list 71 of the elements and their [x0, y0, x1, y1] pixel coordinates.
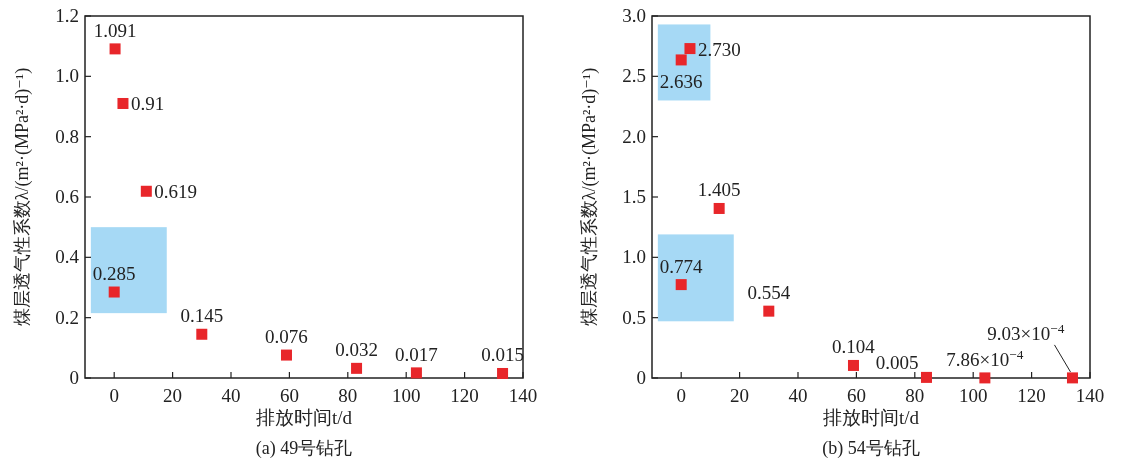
data-label: 2.636 [659, 70, 703, 92]
y-tick-label: 1.2 [55, 5, 79, 26]
x-tick-label: 0 [109, 385, 119, 406]
x-tick-label: 0 [676, 385, 686, 406]
data-label: 0.774 [659, 255, 704, 277]
point [280, 349, 292, 361]
x-tick-label: 40 [788, 385, 808, 406]
y-tick-label: 0.4 [55, 246, 80, 268]
x-tick-label: 20 [163, 385, 183, 406]
x-axis-title: 排放时间t/d [822, 407, 920, 428]
x-tick-label: 40 [221, 385, 241, 406]
x-tick-label: 120 [1017, 385, 1046, 406]
point [108, 286, 120, 298]
x-tick-label: 20 [730, 385, 750, 406]
x-tick-label: 60 [846, 385, 866, 406]
data-label: 1.405 [697, 179, 741, 201]
x-tick-label: 140 [508, 385, 538, 406]
data-label: 0.619 [154, 181, 198, 203]
y-tick-label: 0 [69, 367, 79, 388]
point [117, 97, 129, 109]
point [1066, 372, 1078, 384]
data-label: 0.145 [180, 305, 224, 327]
y-tick-label: 0.2 [55, 306, 79, 328]
point [140, 185, 152, 197]
x-tick-label: 60 [279, 385, 299, 406]
y-tick-label: 0.5 [622, 306, 646, 328]
y-tick-label: 0.6 [55, 186, 79, 207]
point [109, 43, 121, 55]
y-tick-label: 0.8 [55, 125, 79, 147]
x-tick-label: 100 [391, 385, 421, 406]
data-label: 2.730 [697, 38, 741, 60]
point [497, 367, 509, 379]
y-tick-label: 2.5 [622, 65, 646, 87]
point [675, 279, 687, 291]
point [847, 359, 859, 371]
data-label: 0.285 [92, 263, 136, 285]
x-tick-label: 80 [338, 385, 358, 406]
point [684, 43, 696, 55]
point [920, 371, 932, 383]
y-axis-title: 煤层透气性系数λ/(m²·(MPa²·d)⁻¹) [12, 67, 33, 327]
x-tick-label: 140 [1075, 385, 1105, 406]
data-label: 7.86×10$^{−4}$ [946, 346, 1024, 370]
x-axis-title: 排放时间t/d [255, 407, 353, 428]
data-label: 1.091 [93, 19, 137, 41]
data-label: 0.104 [832, 336, 876, 358]
data-label: 0.91 [130, 93, 165, 115]
point [196, 328, 208, 340]
text: (a) 49号钻孔 [255, 438, 353, 459]
x-tick-label: 100 [958, 385, 988, 406]
point [713, 202, 725, 214]
y-tick-label: 3.0 [622, 5, 646, 26]
data-label: 9.03×10$^{−4}$ [987, 320, 1065, 344]
x-tick-label: 120 [450, 385, 479, 406]
text: (b) 54号钻孔 [822, 438, 920, 459]
data-label: 0.017 [395, 343, 438, 365]
data-label: 0.032 [335, 339, 378, 361]
x-tick-label: 80 [905, 385, 925, 406]
point [763, 305, 775, 317]
data-label: 0.554 [747, 282, 791, 304]
y-axis-title: 煤层透气性系数λ/(m²·(MPa²·d)⁻¹) [579, 67, 600, 327]
data-label: 0.076 [265, 326, 308, 348]
y-tick-label: 1.5 [622, 186, 646, 207]
point [410, 367, 422, 379]
y-tick-label: 1.0 [55, 65, 79, 87]
point [675, 54, 687, 66]
point [979, 372, 991, 384]
y-tick-label: 1.0 [622, 246, 646, 268]
y-tick-label: 0 [636, 367, 646, 388]
y-tick-label: 2.0 [622, 125, 646, 147]
point [351, 362, 363, 374]
data-label: 0.005 [875, 352, 919, 374]
